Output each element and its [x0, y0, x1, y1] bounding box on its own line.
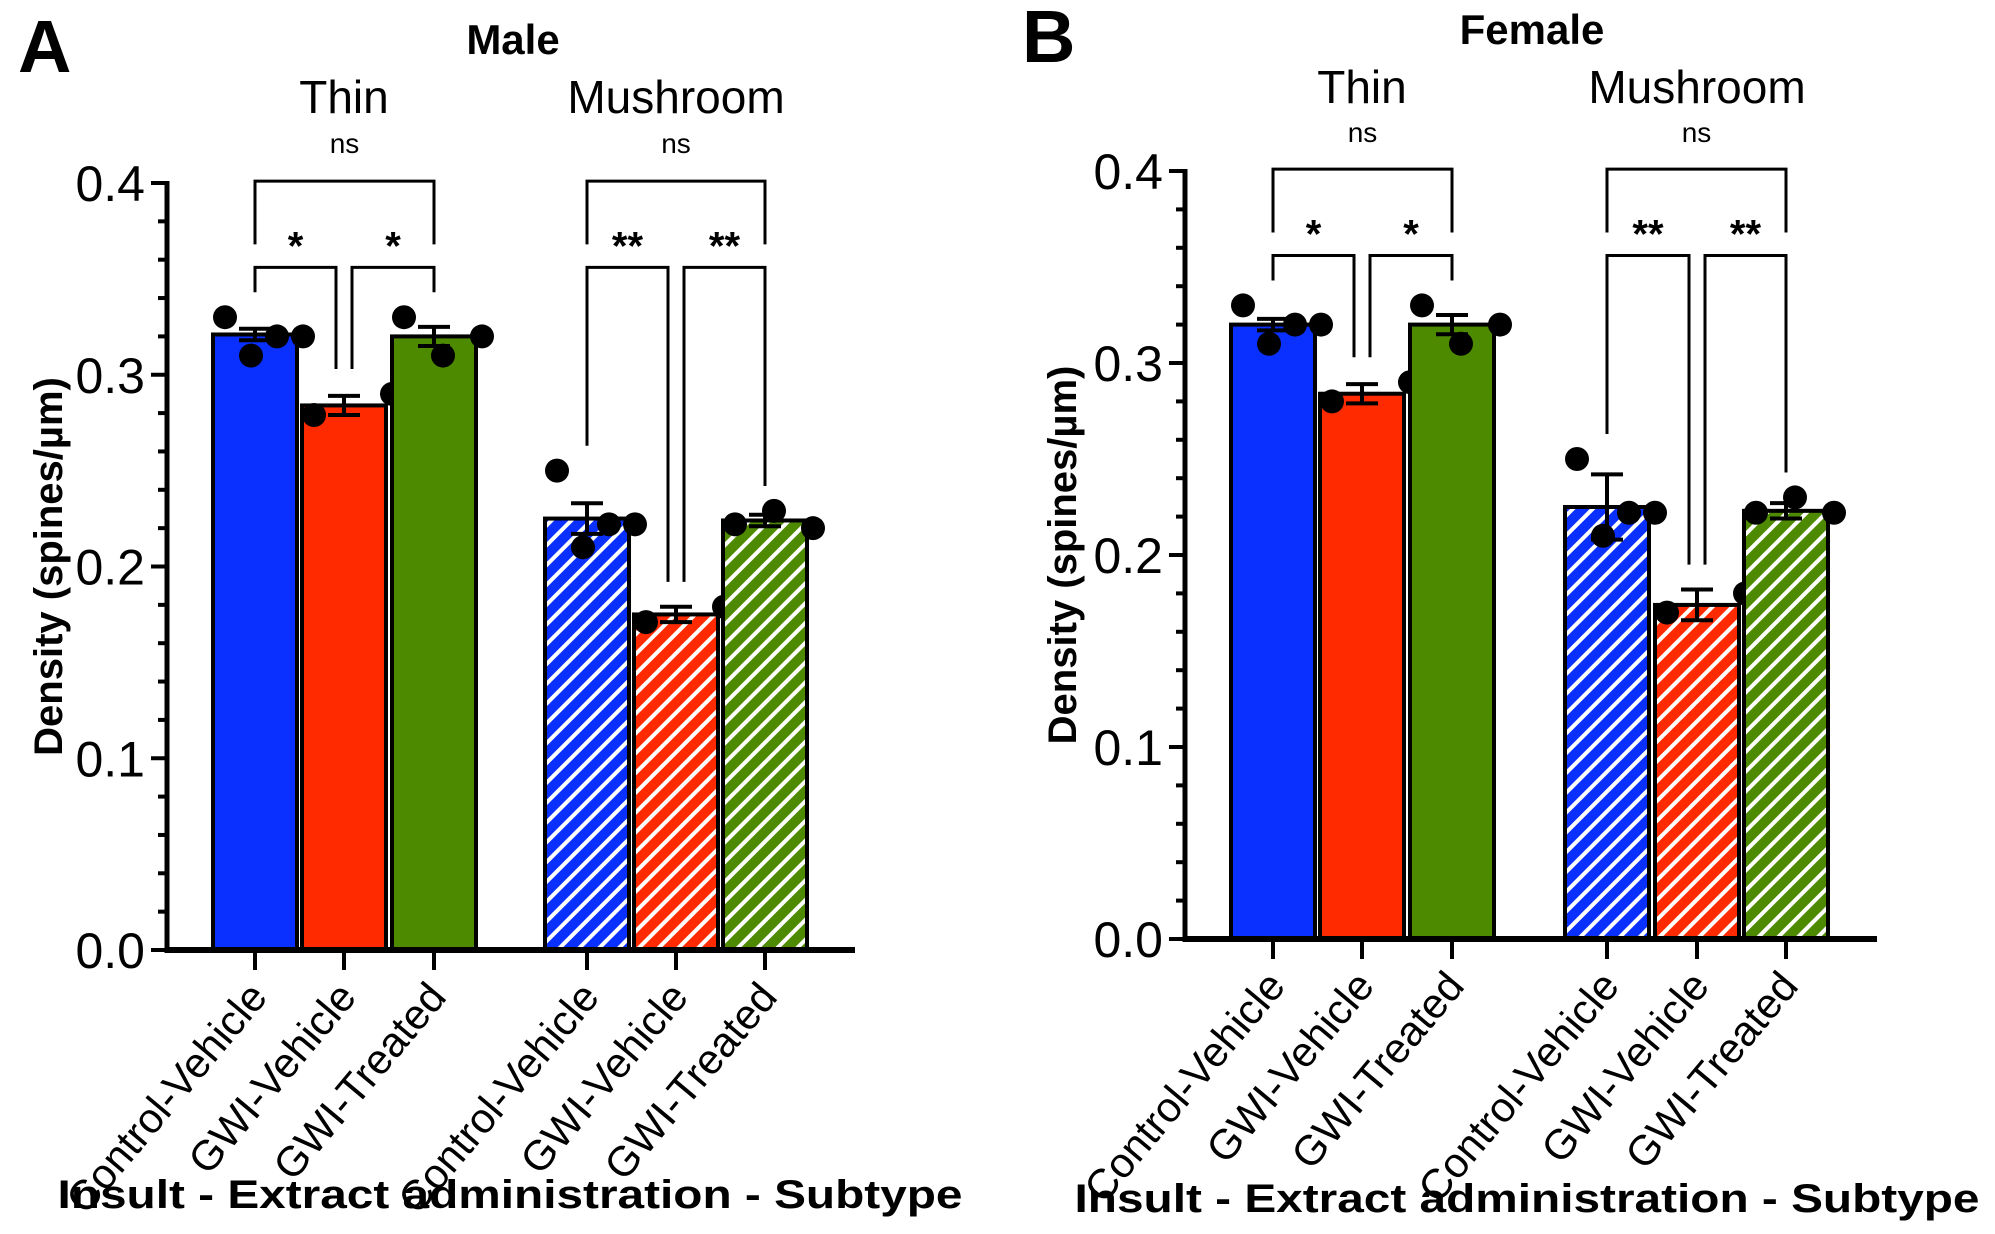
significance-bracket — [682, 265, 767, 582]
panel-label: A — [18, 5, 71, 88]
significance-bracket — [1271, 253, 1356, 358]
y-tick-label: 0.3 — [1093, 336, 1163, 392]
data-point — [392, 305, 416, 330]
bar — [721, 518, 809, 952]
x-axis-label: Insult - Extract administration - Subtyp… — [1075, 1177, 1980, 1221]
bar — [1563, 505, 1651, 941]
y-tick-label: 0.3 — [75, 348, 145, 404]
panel-title: Female — [1460, 6, 1605, 53]
panel-a: A Male Density (spines/µm) Insult - Extract… — [18, 5, 962, 1222]
significance-bracket — [1605, 253, 1691, 565]
y-axis-label: Density (spines/µm) — [1041, 366, 1085, 745]
bar — [543, 516, 631, 952]
group-label: Mushroom — [567, 71, 784, 123]
significance-label: ** — [709, 224, 741, 268]
significance-bracket — [1605, 167, 1788, 233]
data-point — [302, 403, 326, 428]
significance-bracket — [350, 265, 436, 369]
bar — [390, 334, 478, 952]
bar — [1408, 322, 1496, 942]
bar — [1742, 508, 1830, 941]
data-point — [239, 343, 263, 368]
significance-label: ns — [1682, 117, 1712, 148]
data-point — [801, 516, 825, 541]
data-point — [1822, 500, 1846, 525]
y-tick-label: 0.1 — [1093, 720, 1163, 776]
panel-b: B Female Density (spines/µm) Insult - Extra… — [1022, 0, 1980, 1221]
significance-label: ** — [1632, 212, 1664, 256]
y-tick-label: 0.2 — [75, 540, 145, 596]
data-point — [1309, 312, 1333, 337]
significance-bracket — [1271, 167, 1454, 233]
significance-bracket — [253, 179, 436, 245]
significance-bracket — [253, 265, 338, 369]
y-tick-label: 0.2 — [1093, 528, 1163, 584]
data-point — [291, 324, 315, 349]
data-point — [1283, 312, 1307, 337]
significance-label: * — [1306, 212, 1322, 256]
y-tick-label: 0.4 — [75, 156, 145, 212]
bar — [300, 403, 388, 952]
significance-label: * — [385, 224, 401, 268]
data-point — [1320, 389, 1344, 414]
data-point — [571, 535, 595, 560]
data-point — [1617, 500, 1641, 525]
data-point — [545, 458, 569, 483]
data-point — [1231, 293, 1255, 318]
y-tick-label: 0.0 — [75, 923, 145, 979]
group-label: Thin — [299, 71, 388, 123]
significance-bracket — [585, 179, 767, 245]
significance-bracket — [1368, 253, 1454, 358]
significance-label: ns — [661, 128, 691, 159]
data-point — [762, 498, 786, 523]
significance-label: ns — [330, 128, 360, 159]
panel-title: Male — [466, 16, 559, 63]
significance-label: ** — [1730, 212, 1762, 256]
data-point — [1744, 500, 1768, 525]
x-axis-label: Insult - Extract administration - Subtyp… — [58, 1173, 963, 1217]
data-point — [213, 305, 237, 330]
significance-bracket — [585, 265, 670, 582]
y-tick-label: 0.0 — [1093, 912, 1163, 968]
data-point — [1449, 331, 1473, 356]
data-point — [265, 324, 289, 349]
data-point — [723, 512, 747, 537]
data-point — [1783, 485, 1807, 510]
data-point — [1410, 293, 1434, 318]
data-point — [431, 343, 455, 368]
bar — [1229, 322, 1317, 942]
bar — [1653, 602, 1741, 941]
data-point — [1591, 523, 1615, 548]
group-label: Thin — [1317, 61, 1406, 113]
significance-label: ns — [1348, 117, 1378, 148]
bar — [1318, 391, 1406, 942]
data-point — [597, 512, 621, 537]
data-point — [1655, 600, 1679, 625]
data-point — [1257, 331, 1281, 356]
data-point — [623, 512, 647, 537]
y-axis-label: Density (spines/µm) — [27, 377, 71, 756]
data-point — [470, 324, 494, 349]
panel-label: B — [1022, 0, 1075, 78]
y-tick-label: 0.1 — [75, 731, 145, 787]
significance-label: ** — [612, 224, 644, 268]
data-point — [1565, 447, 1589, 471]
data-point — [1488, 312, 1512, 337]
y-tick-label: 0.4 — [1093, 144, 1163, 200]
significance-label: * — [1403, 212, 1419, 256]
bar — [211, 332, 299, 953]
significance-label: * — [288, 224, 304, 268]
data-point — [1643, 500, 1667, 525]
group-label: Mushroom — [1588, 61, 1805, 113]
bar — [632, 612, 720, 952]
significance-bracket — [1703, 253, 1788, 565]
data-point — [634, 610, 658, 635]
